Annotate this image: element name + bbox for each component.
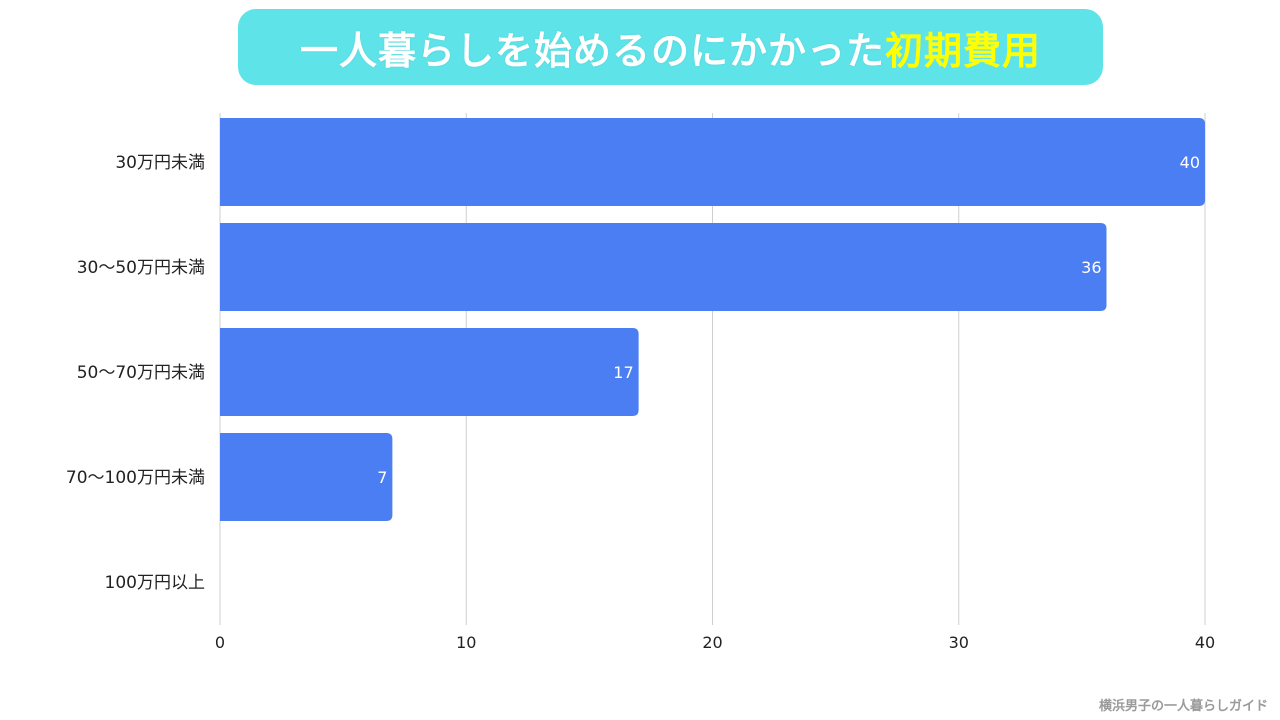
bar <box>220 328 639 416</box>
x-tick-label: 20 <box>702 633 722 652</box>
x-tick-label: 30 <box>949 633 969 652</box>
title-banner: 一人暮らしを始めるのにかかった初期費用 <box>238 9 1103 85</box>
bars <box>220 118 1205 521</box>
category-label: 30万円未満 <box>115 153 205 173</box>
x-tick-label: 40 <box>1195 633 1215 652</box>
chart-title-highlight: 初期費用 <box>885 28 1042 73</box>
footer-credit: 横浜男子の一人暮らしガイド <box>1098 699 1268 714</box>
category-label: 30〜50万円未満 <box>77 258 205 278</box>
category-label: 50〜70万円未満 <box>77 363 205 383</box>
bar <box>220 118 1205 206</box>
chart-title: 一人暮らしを始めるのにかかった初期費用 <box>300 20 1041 75</box>
data-label: 40 <box>1180 153 1200 172</box>
data-label: 17 <box>613 363 633 382</box>
labels: 0 10 20 30 40 30万円未満 40 30〜50万円未満 36 50〜70万円未満 17 7… <box>66 153 1215 652</box>
bar <box>220 433 393 521</box>
x-tick-label: 0 <box>215 633 225 652</box>
chart-title-main: 一人暮らしを始めるのにかかった <box>299 28 885 73</box>
data-label: 7 <box>377 468 387 487</box>
data-label: 36 <box>1081 258 1101 277</box>
x-tick-label: 10 <box>456 633 476 652</box>
category-label: 70〜100万円未満 <box>66 468 205 488</box>
bar <box>220 223 1107 311</box>
category-label: 100万円以上 <box>105 573 205 593</box>
